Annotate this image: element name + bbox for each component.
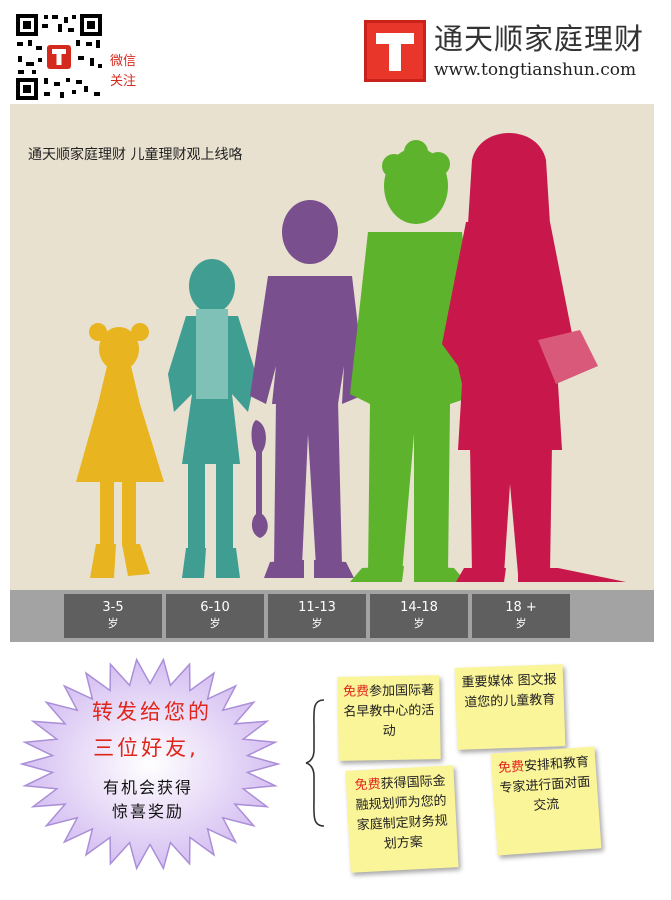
note-free-tag: 免费 bbox=[354, 777, 382, 794]
curly-brace-icon bbox=[305, 699, 325, 827]
wechat-line-2: 关注 bbox=[110, 74, 137, 89]
promo-line-3: 有机会获得 bbox=[102, 778, 193, 797]
age-group-18-plus: 18 + 岁 bbox=[472, 594, 570, 638]
age-group-3-5: 3-5 岁 bbox=[64, 594, 162, 638]
brand-name: 通天顺家庭理财 bbox=[434, 22, 645, 56]
promo-line-2: 三位好友, bbox=[93, 736, 199, 760]
age-group-6-10: 6-10 岁 bbox=[166, 594, 264, 638]
poster-headline: 通天顺家庭理财 儿童理财观上线咯 bbox=[28, 147, 243, 163]
age-group-bar: 3-5 岁 6-10 岁 11-13 岁 14-18 岁 18 + 岁 bbox=[10, 590, 654, 642]
note-free-tag: 免费 bbox=[342, 684, 370, 700]
wechat-follow-label: 微信 关注 bbox=[110, 52, 136, 92]
age-range: 6-10 bbox=[200, 600, 230, 615]
benefit-note-2: 重要媒体 图文报道您的儿童教育 bbox=[454, 664, 566, 750]
age-range: 14-18 bbox=[400, 600, 438, 615]
child-silhouette-11-13 bbox=[250, 200, 366, 578]
age-group-11-13: 11-13 岁 bbox=[268, 594, 366, 638]
age-unit: 岁 bbox=[515, 617, 527, 630]
child-silhouette-6-10 bbox=[168, 259, 256, 578]
age-unit: 岁 bbox=[107, 617, 119, 630]
benefit-note-4: 免费安排和教育专家进行面对面交流 bbox=[490, 746, 602, 856]
age-range: 11-13 bbox=[298, 600, 336, 615]
age-group-14-18: 14-18 岁 bbox=[370, 594, 468, 638]
brand-logo-icon bbox=[364, 20, 426, 82]
age-unit: 岁 bbox=[209, 617, 221, 630]
child-silhouette-3-5 bbox=[76, 323, 164, 578]
promo-line-1: 转发给您的 bbox=[92, 700, 212, 724]
silhouette-illustration bbox=[76, 133, 626, 582]
age-range: 3-5 bbox=[102, 600, 124, 615]
promo-line-4: 惊喜奖励 bbox=[111, 802, 184, 821]
children-silhouette-poster: 通天顺家庭理财 儿童理财观上线咯 bbox=[10, 104, 654, 590]
age-range: 18 + bbox=[505, 600, 537, 615]
child-silhouette-18-plus bbox=[442, 133, 626, 582]
brand-url: www.tongtianshun.com bbox=[434, 60, 637, 80]
promo-section: 转发给您的 三位好友, 有机会获得 惊喜奖励 免费参加国际著名早教中心的活动 重… bbox=[10, 646, 654, 900]
note-free-tag: 免费 bbox=[497, 759, 525, 777]
note-text: 重要媒体 图文报道您的儿童教育 bbox=[461, 672, 557, 711]
age-unit: 岁 bbox=[413, 617, 425, 630]
starburst-badge bbox=[19, 657, 281, 871]
wechat-line-1: 微信 bbox=[110, 54, 137, 69]
wechat-qr-code bbox=[14, 12, 104, 102]
benefit-note-3: 免费获得国际金融规划师为您的家庭制定财务规划方案 bbox=[345, 765, 459, 873]
age-unit: 岁 bbox=[311, 617, 323, 630]
benefit-note-1: 免费参加国际著名早教中心的活动 bbox=[337, 675, 441, 761]
